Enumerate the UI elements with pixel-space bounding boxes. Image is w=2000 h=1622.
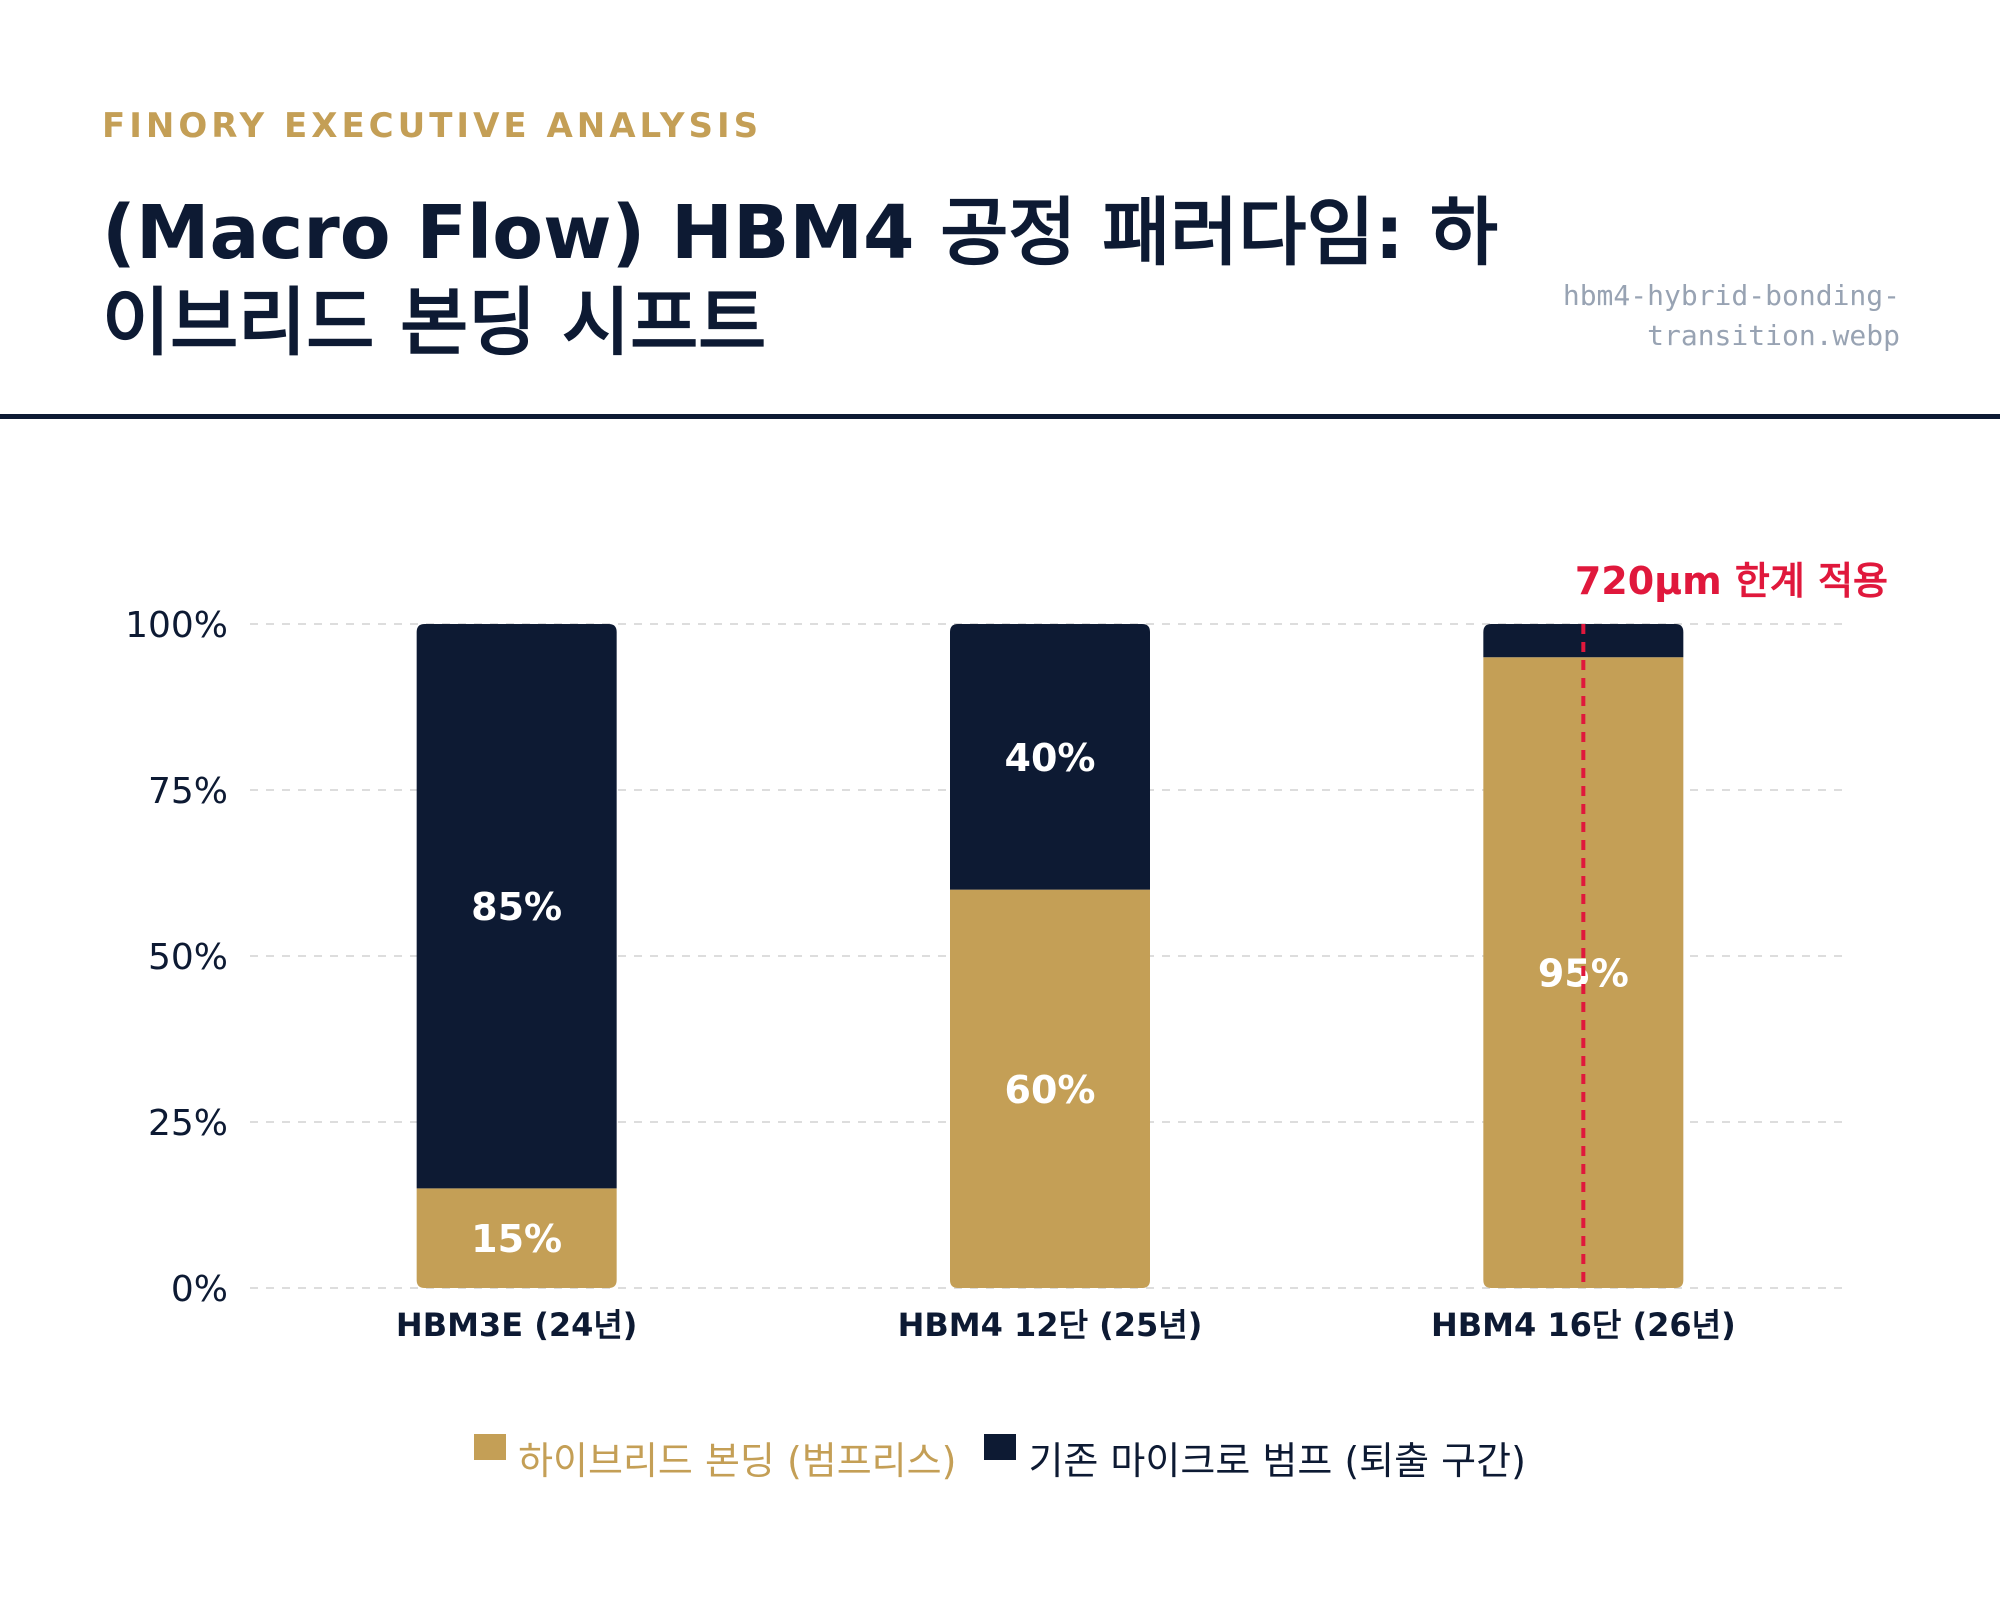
legend-label-hybrid: 하이브리드 본딩 (범프리스) [518,1439,957,1483]
eyebrow-label: FINORY EXECUTIVE ANALYSIS [102,106,763,146]
header-divider [0,414,2000,419]
chart-title: (Macro Flow) HBM4 공정 패러다임: 하이브리드 본딩 시프트 [102,190,1498,366]
legend-swatch-hybrid [474,1434,507,1460]
x-tick-label: HBM4 16단 (26년) [1431,1306,1736,1344]
y-tick-label: 0% [171,1269,228,1310]
data-label: 15% [471,1217,562,1261]
data-label: 40% [1005,736,1096,780]
x-tick-label: HBM4 12단 (25년) [898,1306,1203,1344]
bar-segment [416,624,617,1189]
y-tick-label: 50% [148,937,228,978]
bar-segment [416,1188,617,1288]
y-tick-label: 75% [148,771,228,812]
stacked-bar-chart: 0% 25% 50% 75% 100% 15% 85% HBM3E (24년) 60% 40% HB… [125,559,1888,1344]
legend-item-hybrid: 하이브리드 본딩 (범프리스) [474,1430,956,1485]
x-tick-label: HBM3E (24년) [396,1306,638,1344]
data-label: 60% [1005,1068,1096,1112]
legend: 하이브리드 본딩 (범프리스) 기존 마이크로 범프 (퇴출 구간) [0,1430,2000,1485]
bar-segment [950,624,1150,890]
legend-swatch-bump [984,1434,1017,1460]
legend-label-bump: 기존 마이크로 범프 (퇴출 구간) [1028,1439,1526,1483]
data-label: 85% [471,885,562,929]
y-tick-label: 100% [125,605,228,646]
bar-segment [950,889,1150,1288]
filename-label: hbm4-hybrid-bonding-transition.webp [1562,279,1900,352]
bar-segment [1483,624,1684,658]
y-tick-label: 25% [148,1103,228,1144]
legend-item-bump: 기존 마이크로 범프 (퇴출 구간) [984,1430,1526,1485]
annotation-label: 720µm 한계 적용 [1575,559,1888,603]
